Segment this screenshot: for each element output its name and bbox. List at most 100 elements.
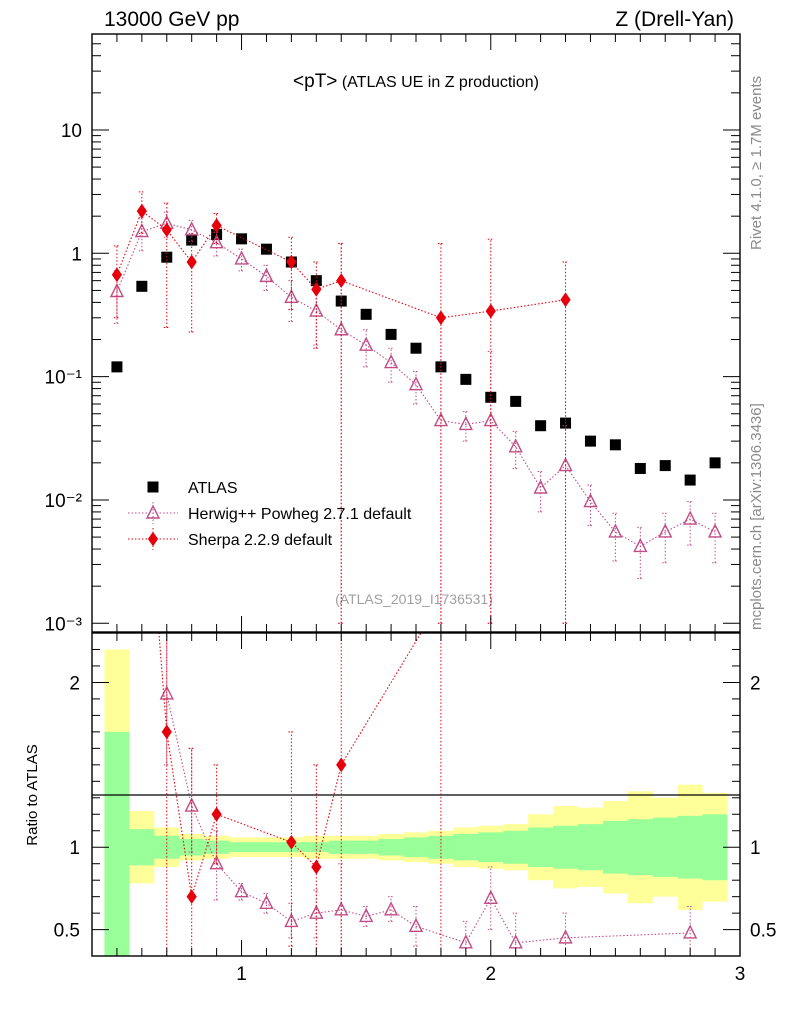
herwig-ratio-point [309,904,324,919]
sherpa-point [211,218,222,233]
sherpa-ratio-point [211,806,222,822]
y-tick-label: 10⁻² [45,491,83,512]
herwig-point [359,336,374,351]
herwig-ratio-point [359,907,374,923]
ratio-y-tick-label: 2 [69,673,80,694]
herwig-ratio-point [383,901,399,916]
legend: ATLAS Herwig++ Powheg 2.7.1 default Sherpa… [128,480,412,550]
herwig-point [558,457,573,472]
herwig-ratio-point [683,924,698,939]
plot-title: <pT> (ATLAS UE in Z production) [293,71,539,92]
sherpa-point [161,222,172,238]
x-tick-label: 2 [485,964,496,985]
ratio-y-tick-label-right: 1 [750,838,761,859]
herwig-ratio-point [259,894,274,909]
ratio-inner-band [104,731,728,956]
herwig-point [433,412,449,427]
herwig-ratio-point [558,929,573,944]
legend-label-sherpa: Sherpa 2.2.9 default [188,532,333,549]
herwig-point [334,321,349,336]
herwig-point [259,267,274,283]
atlas-data-point [510,395,522,407]
plot-title-sub: (ATLAS UE in Z production) [337,74,539,91]
herwig-ratio-point [234,883,249,898]
sherpa-ratio-point [311,859,322,875]
legend-herwig-marker [145,504,161,519]
y-tick-label: 10 [61,121,82,142]
ratio-outer-band [104,649,728,956]
plot-title-main: <pT> [293,71,337,92]
herwig-point [707,523,723,538]
herwig-point [184,221,199,236]
y-tick-label: 1 [71,244,82,265]
herwig-ratio-point [508,934,523,949]
y-tick-label: 10⁻¹ [45,368,83,389]
main-panel-axes: 10⁻³ 10⁻² 10⁻¹ 1 10 [45,34,741,635]
atlas-data-point [535,420,547,432]
atlas-data-point [609,439,621,451]
herwig-ratio-point [334,901,349,916]
atlas-data-point [634,462,646,474]
ratio-uncertainty-bands [104,649,728,956]
sherpa-point [435,310,447,326]
atlas-data-point [236,233,248,245]
process-label: Z (Drell-Yan) [615,8,734,31]
sherpa-point [111,267,123,283]
herwig-ratio-point [458,934,473,949]
herwig-point [633,537,648,553]
sherpa-ratio-point [112,99,121,112]
main-panel-frame [91,33,741,633]
ratio-y-tick-label-right: 2 [750,673,761,694]
energy-label: 13000 GeV pp [104,8,239,31]
herwig-ratio-point [209,855,224,870]
sherpa-point [286,254,297,270]
herwig-point [408,376,424,391]
ratio-y-tick-label: 0.5 [54,921,80,942]
sherpa-ratio-point [161,724,172,740]
legend-sherpa-marker [147,531,159,547]
atlas-data-point [659,460,671,472]
sherpa-ratio-point [336,757,347,773]
atlas-data-point [584,435,596,447]
sherpa-point [136,203,147,219]
ratio-y-tick-label-right: 0.5 [750,921,776,942]
herwig-ratio-point [483,889,498,905]
atlas-data-point [460,373,472,385]
legend-label-herwig: Herwig++ Powheg 2.7.1 default [188,506,412,523]
herwig-point [583,493,598,508]
herwig-point [383,354,399,369]
herwig-point [458,415,473,431]
atlas-data-point [485,391,497,403]
main-panel-series [109,191,723,624]
ratio-panel-series [112,99,698,956]
sherpa-point [485,303,496,319]
y-tick-label: 10⁻³ [45,614,83,635]
herwig-ratio-line [166,693,691,944]
legend-label-data: ATLAS [188,480,238,497]
herwig-point [483,412,498,427]
sherpa-ratio-point [186,889,197,905]
sherpa-point [311,281,322,297]
sherpa-ratio-point [286,834,297,850]
herwig-point [508,438,523,453]
atlas-data-point [111,361,123,373]
herwig-point [608,523,623,538]
ratio-y-tick-label: 1 [69,838,80,859]
herwig-ratio-point [408,917,424,933]
ratio-panel-frame [91,632,741,957]
sherpa-point [336,273,347,289]
rivet-label: Rivet 4.1.0, ≥ 1.7M events [748,76,765,250]
atlas-data-point [260,243,272,255]
atlas-data-point [410,342,422,354]
atlas-data-point [709,457,721,469]
sherpa-point [186,254,197,270]
ratio-ylabel: Ratio to ATLAS [24,744,41,845]
sherpa-ratio-line [158,633,422,897]
herwig-point [134,223,149,238]
sherpa-point [560,292,571,308]
x-tick-label: 3 [735,964,746,985]
x-tick-label: 1 [236,964,247,985]
atlas-data-point [136,280,148,292]
atlas-data-point [684,474,696,486]
